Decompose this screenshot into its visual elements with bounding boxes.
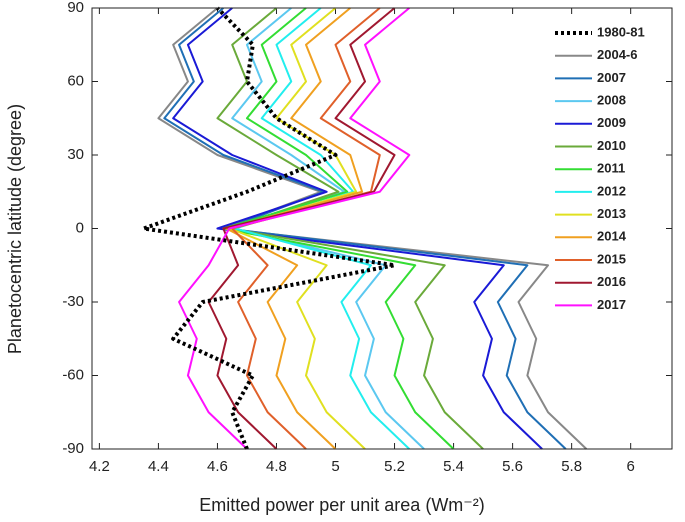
legend-label: 2012: [597, 183, 626, 198]
y-tick-label: -90: [62, 440, 84, 457]
x-tick-label: 4.4: [148, 458, 169, 475]
legend-label: 2010: [597, 138, 626, 153]
x-tick-label: 4.2: [89, 458, 110, 475]
x-tick-label: 5: [331, 458, 339, 475]
plot-frame: [91, 7, 673, 450]
legend-label: 2004-6: [597, 47, 637, 62]
y-tick-label: 60: [67, 72, 84, 89]
legend-label: 2009: [597, 115, 626, 130]
series-line: [207, 7, 396, 450]
legend-label: 2014: [597, 229, 627, 244]
series-line: [216, 7, 484, 450]
legend-label: 2015: [597, 251, 626, 266]
x-tick-label: 5.8: [561, 458, 582, 475]
series-line: [231, 7, 381, 450]
series-line: [234, 7, 410, 450]
series-line: [231, 7, 425, 450]
legend-label: 2016: [597, 274, 626, 289]
series-line: [178, 7, 411, 450]
x-tick-label: 4.8: [266, 458, 287, 475]
x-tick-label: 5.4: [443, 458, 464, 475]
legend-label: 2013: [597, 206, 626, 221]
x-axis-label: Emitted power per unit area (Wm⁻²): [199, 495, 485, 515]
legend-label: 2008: [597, 93, 626, 108]
series-line: [172, 7, 543, 450]
y-tick-label: 30: [67, 146, 84, 163]
legend-label: 2011: [597, 161, 625, 176]
x-tick-label: 5.6: [502, 458, 523, 475]
y-tick-label: -30: [62, 293, 84, 310]
series-line: [141, 6, 397, 450]
y-tick-label: 90: [67, 0, 84, 16]
y-tick-label: 0: [76, 219, 84, 236]
y-axis-label: Planetocentric latitude (degree): [5, 104, 25, 354]
legend-label: 2007: [597, 70, 626, 85]
x-tick-label: 4.6: [207, 458, 228, 475]
x-tick-label: 6: [627, 458, 635, 475]
y-tick-label: -60: [62, 366, 84, 383]
legend-label: 2017: [597, 297, 626, 312]
x-tick-label: 5.2: [384, 458, 405, 475]
legend-label: 1980-81: [597, 24, 645, 39]
